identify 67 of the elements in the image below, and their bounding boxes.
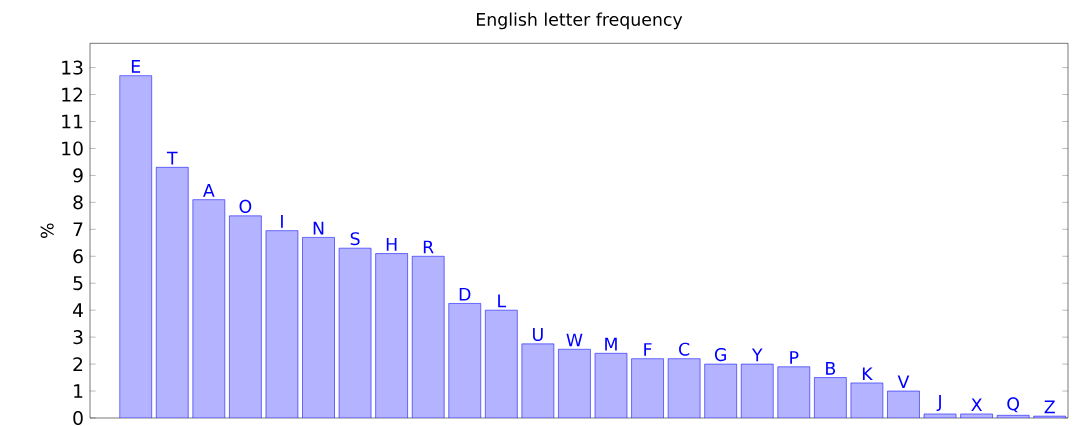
x-tick-label: Z bbox=[1044, 400, 1055, 414]
x-tick-label: J bbox=[936, 394, 941, 412]
y-tick-label: 10 bbox=[62, 141, 83, 156]
x-tick-label: M bbox=[605, 337, 617, 351]
y-tick-label: 9 bbox=[73, 168, 83, 183]
bar bbox=[631, 358, 664, 418]
y-tick-label: 13 bbox=[62, 60, 83, 75]
x-tick-label: O bbox=[239, 199, 252, 213]
y-tick-label: 0 bbox=[73, 410, 83, 426]
x-tick-label: K bbox=[862, 367, 873, 381]
bar bbox=[265, 230, 299, 418]
x-tick-label: Y bbox=[751, 348, 763, 362]
bar bbox=[960, 413, 993, 418]
x-tick-label: W bbox=[566, 333, 583, 347]
bar bbox=[375, 253, 408, 418]
bar bbox=[156, 167, 189, 418]
bar bbox=[119, 75, 152, 418]
bar bbox=[521, 343, 555, 418]
x-tick-label: B bbox=[826, 362, 836, 375]
y-tick-label: 2 bbox=[73, 357, 83, 372]
x-tick-label: N bbox=[313, 221, 324, 235]
y-tick-label: 11 bbox=[62, 114, 83, 129]
y-tick-label: 7 bbox=[73, 222, 83, 237]
bar bbox=[777, 366, 811, 418]
x-tick-label: U bbox=[533, 328, 543, 341]
bar bbox=[740, 363, 774, 418]
x-tick-label: H bbox=[386, 238, 397, 251]
bar bbox=[704, 363, 737, 418]
x-tick-label: A bbox=[203, 184, 215, 197]
bar bbox=[594, 353, 628, 418]
y-tick-label: 6 bbox=[73, 249, 83, 264]
bar bbox=[996, 415, 1030, 418]
y-tick-label: 4 bbox=[73, 303, 83, 317]
bar bbox=[558, 348, 591, 418]
y-tick-label: 12 bbox=[62, 87, 83, 102]
bar bbox=[448, 303, 482, 418]
bar bbox=[850, 382, 884, 418]
bar bbox=[338, 247, 372, 418]
x-tick-label: Q bbox=[1007, 397, 1020, 413]
x-tick-label: E bbox=[131, 60, 141, 73]
x-tick-label: P bbox=[790, 351, 799, 364]
bar bbox=[667, 358, 701, 418]
y-axis-title: % bbox=[40, 223, 54, 238]
chart-title: English letter frequency bbox=[476, 12, 683, 30]
bar bbox=[192, 199, 226, 418]
x-tick-label: F bbox=[644, 343, 652, 356]
x-tick-label: C bbox=[679, 342, 690, 356]
bar bbox=[485, 309, 518, 418]
bar bbox=[302, 237, 335, 418]
x-tick-label: R bbox=[423, 240, 434, 254]
x-tick-label: L bbox=[498, 294, 507, 308]
bar bbox=[411, 256, 445, 418]
x-tick-label: V bbox=[897, 375, 910, 389]
x-tick-label: I bbox=[281, 215, 283, 228]
x-tick-label: D bbox=[459, 287, 471, 301]
bar bbox=[887, 390, 920, 418]
bar bbox=[814, 377, 847, 418]
x-tick-label: X bbox=[971, 398, 982, 412]
y-tick-label: 5 bbox=[73, 276, 83, 291]
bar bbox=[923, 413, 957, 418]
y-tick-label: 1 bbox=[74, 384, 83, 398]
x-tick-label: G bbox=[714, 348, 726, 362]
y-tick-label: 3 bbox=[73, 330, 83, 345]
y-tick-label: 8 bbox=[73, 195, 83, 210]
bar bbox=[229, 215, 262, 418]
x-tick-label: S bbox=[350, 232, 360, 246]
x-tick-label: T bbox=[166, 151, 178, 165]
